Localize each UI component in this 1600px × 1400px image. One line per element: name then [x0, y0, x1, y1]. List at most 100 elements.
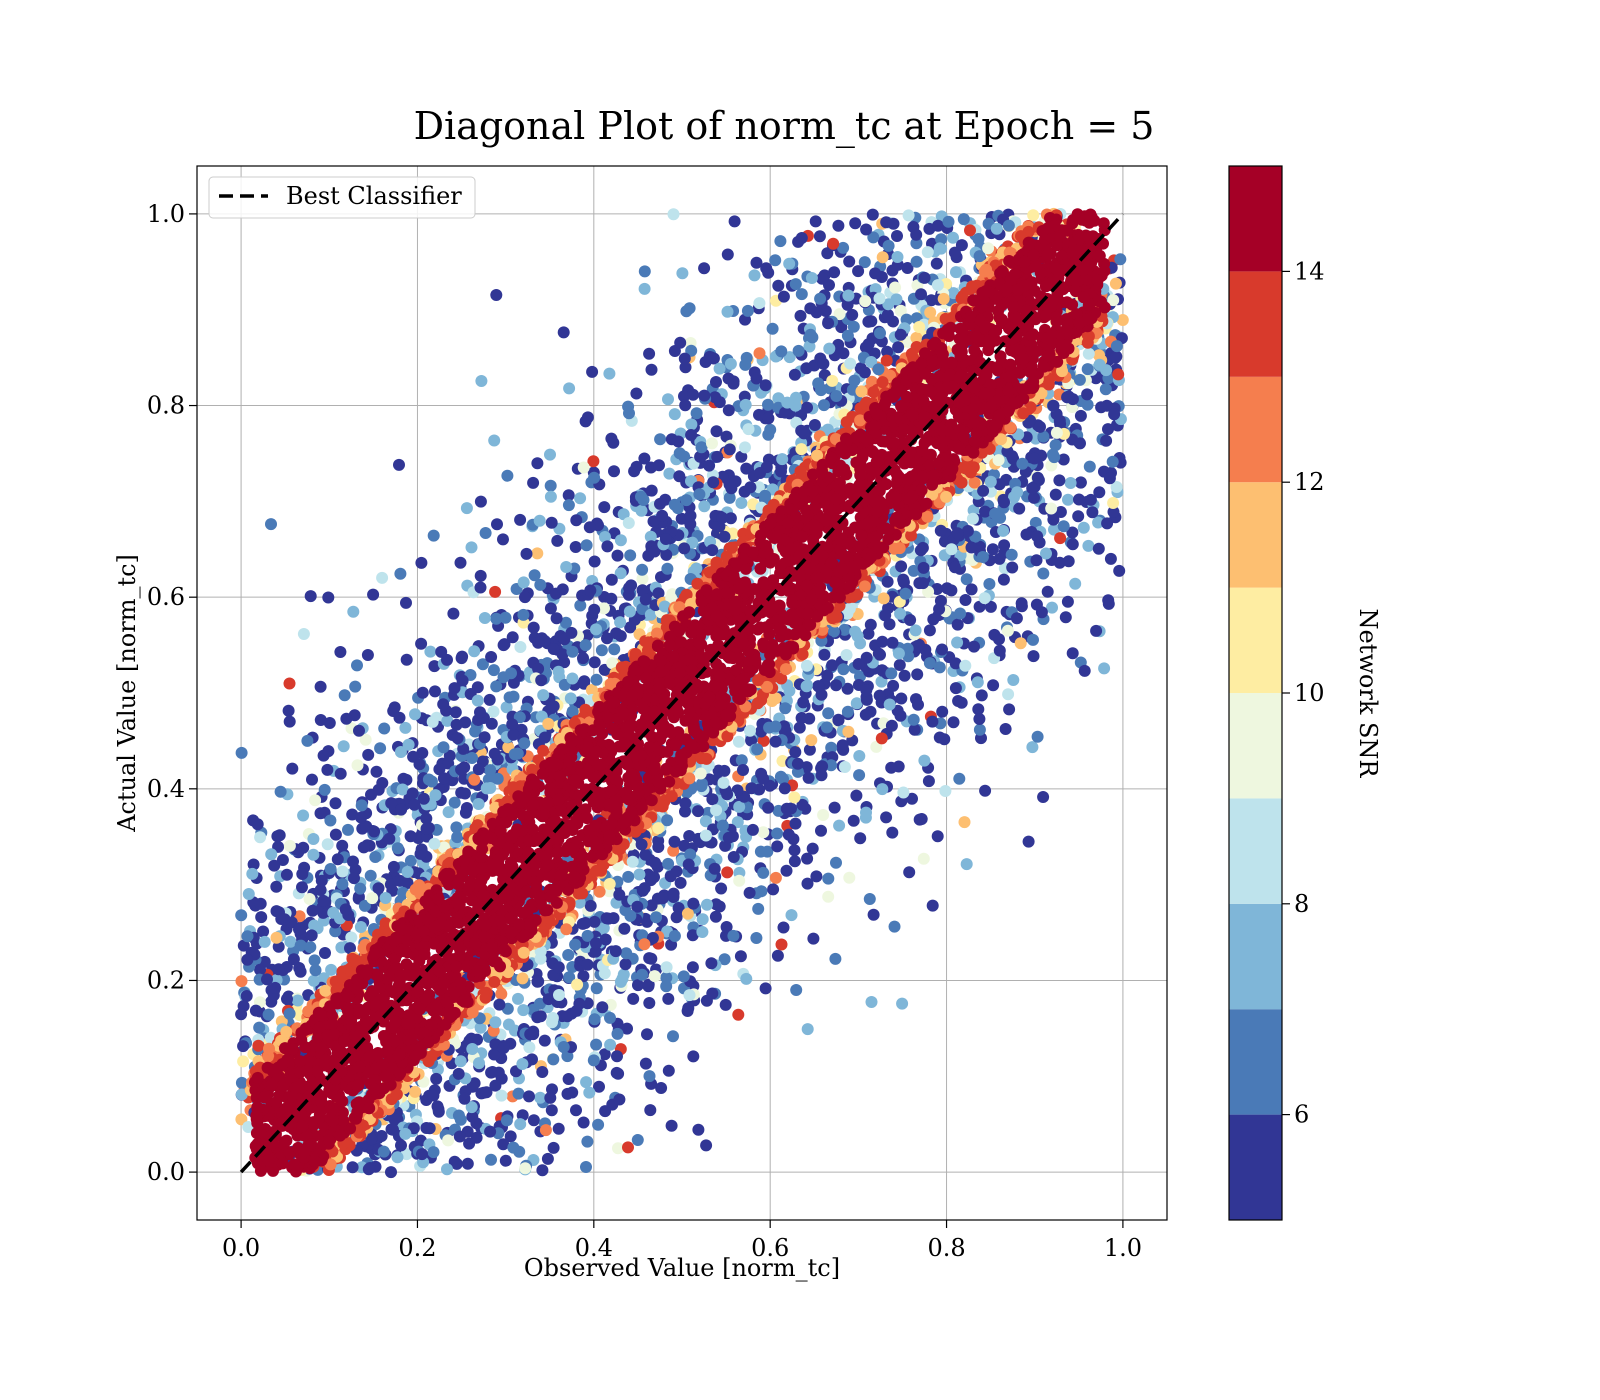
data-point — [791, 765, 804, 778]
data-point — [528, 569, 541, 582]
data-point — [450, 821, 463, 834]
data-point — [385, 797, 398, 810]
data-point — [693, 488, 706, 501]
data-point — [893, 659, 906, 671]
data-point — [452, 1109, 465, 1122]
data-point — [635, 504, 648, 517]
data-point — [566, 645, 579, 658]
data-point — [590, 982, 603, 995]
data-point — [367, 588, 380, 601]
data-point — [841, 682, 854, 695]
data-point — [322, 745, 335, 758]
data-point — [1110, 340, 1123, 353]
data-point — [990, 222, 1003, 235]
data-point — [895, 692, 908, 705]
data-point — [1099, 383, 1112, 396]
data-point — [617, 508, 630, 521]
data-point — [992, 454, 1005, 467]
data-point — [865, 315, 878, 328]
data-point — [654, 433, 667, 446]
data-point — [590, 937, 602, 950]
data-point — [723, 443, 736, 456]
data-point — [614, 616, 627, 629]
data-point — [733, 874, 746, 887]
data-point — [737, 764, 749, 776]
data-point — [261, 973, 273, 986]
data-point — [795, 288, 808, 301]
data-point — [638, 452, 651, 465]
data-point — [595, 644, 608, 657]
data-point — [639, 1057, 652, 1070]
data-point — [237, 1055, 250, 1068]
data-point — [677, 970, 690, 983]
data-point — [816, 760, 829, 773]
data-point — [1077, 521, 1090, 534]
data-point — [613, 1093, 626, 1106]
data-point — [1074, 476, 1087, 489]
data-point — [771, 827, 784, 840]
data-point — [1109, 277, 1122, 290]
data-point — [254, 963, 266, 976]
data-point — [718, 530, 731, 543]
data-point — [604, 1011, 616, 1024]
data-point — [353, 724, 365, 737]
data-point — [961, 525, 974, 537]
data-point — [577, 1116, 590, 1129]
data-point — [827, 237, 840, 250]
data-point — [838, 623, 851, 636]
data-point — [480, 1086, 493, 1099]
data-point — [420, 822, 433, 835]
data-point — [1114, 253, 1127, 266]
data-point — [449, 706, 462, 719]
data-point — [474, 581, 487, 594]
data-point — [973, 713, 986, 725]
data-point — [876, 251, 889, 264]
data-point — [965, 541, 978, 554]
data-point — [297, 628, 310, 640]
data-point — [888, 920, 901, 933]
data-point — [466, 1043, 479, 1055]
data-point — [907, 564, 920, 577]
data-point — [507, 676, 520, 689]
data-point — [623, 605, 636, 618]
data-point — [682, 1002, 695, 1015]
data-point — [242, 1121, 255, 1133]
data-point — [294, 965, 307, 978]
data-point — [603, 878, 616, 890]
data-point — [685, 429, 698, 441]
data-point — [466, 752, 478, 764]
data-point — [580, 1161, 592, 1173]
data-point — [420, 1122, 433, 1134]
data-point — [931, 583, 944, 595]
data-point — [690, 562, 703, 575]
data-point — [968, 476, 981, 489]
data-point — [830, 679, 843, 692]
data-point — [844, 357, 857, 370]
data-point — [553, 989, 565, 1001]
data-point — [283, 715, 296, 728]
data-point — [699, 815, 712, 828]
data-point — [404, 854, 417, 867]
data-point — [485, 1153, 497, 1166]
data-point — [859, 295, 872, 308]
data-point — [501, 469, 514, 482]
data-point — [329, 828, 342, 841]
data-point — [605, 573, 618, 586]
data-point — [867, 231, 880, 244]
data-point — [336, 878, 349, 891]
data-point — [789, 746, 802, 759]
data-point — [684, 509, 697, 522]
data-point — [740, 462, 753, 475]
data-point — [409, 1085, 422, 1098]
data-point — [503, 691, 516, 704]
data-point — [958, 816, 971, 829]
data-point — [598, 501, 611, 514]
data-point — [512, 992, 524, 1005]
data-point — [476, 658, 489, 671]
data-point — [892, 341, 905, 354]
data-point — [581, 958, 594, 971]
data-point — [409, 708, 421, 721]
data-point — [532, 636, 545, 649]
data-point — [1072, 510, 1085, 523]
data-point — [327, 906, 340, 919]
